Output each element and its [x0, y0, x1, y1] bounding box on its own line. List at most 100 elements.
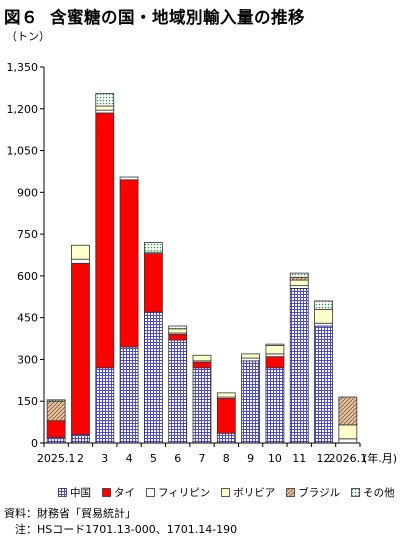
legend-item: ブラジル [286, 485, 340, 500]
notes: 資料：財務省「貿易統計」 注：HSコード1701.13-000、1701.14-… [4, 506, 237, 538]
bar-segment [119, 346, 139, 444]
bar-segment [46, 399, 66, 402]
bar-segment [168, 325, 188, 330]
y-tick-label: 1,350 [7, 61, 39, 74]
legend-item: 中国 [58, 485, 91, 500]
legend-swatch [221, 488, 231, 497]
bar-segment [314, 300, 333, 310]
x-tick-label: 2026.1 [329, 452, 368, 465]
bar-segment [143, 253, 163, 313]
y-tick-label: 300 [17, 353, 38, 366]
bar-segment [46, 437, 66, 444]
bar-segment [289, 272, 309, 278]
bar-segment [314, 308, 333, 324]
y-tick-label: 900 [17, 186, 38, 199]
bar-segment [168, 339, 188, 444]
x-tick-label: 5 [150, 452, 157, 465]
x-axis-label: (年.月) [363, 451, 397, 465]
bar-segment [265, 345, 285, 355]
legend: 中国 タイ フィリピン ボリビア ブラジル その他 [58, 485, 395, 500]
bar-segment [119, 179, 139, 348]
bar-segment [289, 279, 309, 287]
bar-segment [265, 353, 285, 358]
bar-segment [95, 93, 115, 107]
bars [46, 93, 358, 444]
bar-segment [192, 367, 212, 444]
bar-segment [216, 398, 236, 434]
x-tick-label: 4 [126, 452, 133, 465]
legend-item: タイ [102, 485, 135, 500]
y-axis: 0 150 300 450 600 750 900 1,050 1,200 1,350 [7, 61, 45, 450]
bar-segment [46, 400, 66, 422]
bar-segment [143, 311, 163, 444]
y-tick-label: 450 [17, 312, 38, 325]
bar-segment [95, 109, 115, 114]
bar-segment [71, 244, 90, 260]
bar-segment [314, 325, 333, 444]
bar-segment [216, 392, 236, 398]
legend-label: ボリビア [233, 487, 276, 499]
bar-segment [241, 357, 261, 362]
y-axis-unit: （トン） [6, 30, 50, 43]
bar-segment [265, 356, 285, 369]
legend-label: フィリピン [158, 487, 211, 499]
bar-segment [192, 354, 212, 362]
bar-segment [168, 333, 188, 341]
bar-segment [216, 432, 236, 444]
figure-number: 図６ [4, 8, 38, 27]
bar-segment [95, 112, 115, 369]
bar-segment [71, 258, 90, 264]
legend-label: その他 [363, 487, 395, 499]
legend-swatch [102, 488, 111, 497]
bar-segment [314, 322, 333, 327]
x-tick-label: 9 [247, 452, 254, 465]
legend-item: フィリピン [146, 485, 210, 500]
bar-segment [71, 262, 90, 436]
stacked-bar-chart: （トン） 01503004506007509001,0501,2001,350 … [6, 30, 397, 465]
legend-label: 中国 [70, 487, 91, 499]
bar-segment [338, 424, 358, 440]
y-tick-label: 1,200 [7, 103, 39, 116]
y-tick-label: 600 [17, 270, 38, 283]
bar-segment [265, 367, 285, 444]
x-tick-label: 7 [199, 452, 206, 465]
x-tick-label: 2 [77, 452, 84, 465]
x-tick-label: 2025.1 [37, 452, 76, 465]
legend-swatch [351, 488, 360, 497]
x-tick-label: 3 [101, 452, 108, 465]
legend-label: ブラジル [298, 487, 341, 499]
x-tick-label: 12 [317, 452, 331, 465]
bar-segment [192, 361, 212, 369]
bar-segment [289, 285, 309, 289]
legend-label: タイ [114, 487, 135, 499]
legend-swatch [58, 488, 67, 497]
bar-segment [46, 420, 66, 438]
bar-segment [241, 353, 261, 359]
bar-segment [71, 434, 90, 444]
x-tick-label: 8 [223, 452, 230, 465]
bar-segment [289, 288, 309, 444]
bar-segment [338, 438, 358, 444]
x-tick-label: 6 [174, 452, 181, 465]
y-tick-label: 1,050 [7, 145, 39, 158]
y-tick-label: 750 [17, 228, 38, 241]
x-tick-label: 10 [268, 452, 282, 465]
source-note: 資料：財務省「貿易統計」 [4, 507, 136, 520]
bar-segment [265, 343, 285, 346]
legend-item: その他 [351, 485, 395, 500]
bar-segment [143, 242, 163, 253]
x-tick-label: 11 [292, 452, 306, 465]
bar-segment [119, 176, 139, 181]
legend-swatch [146, 488, 155, 497]
bar-segment [338, 396, 358, 426]
y-tick-label: 150 [17, 395, 38, 408]
hs-code-note: 注：HSコード1701.13-000、1701.14-190 [15, 523, 238, 536]
bar-segment [95, 367, 115, 444]
y-tick-label: 0 [31, 437, 38, 450]
bar-segment [168, 328, 188, 334]
figure-title: 含蜜糖の国・地域別輸入量の推移 [50, 8, 305, 27]
bar-segment [241, 360, 261, 444]
legend-item: ボリビア [221, 485, 275, 500]
bar-segment [95, 105, 115, 111]
